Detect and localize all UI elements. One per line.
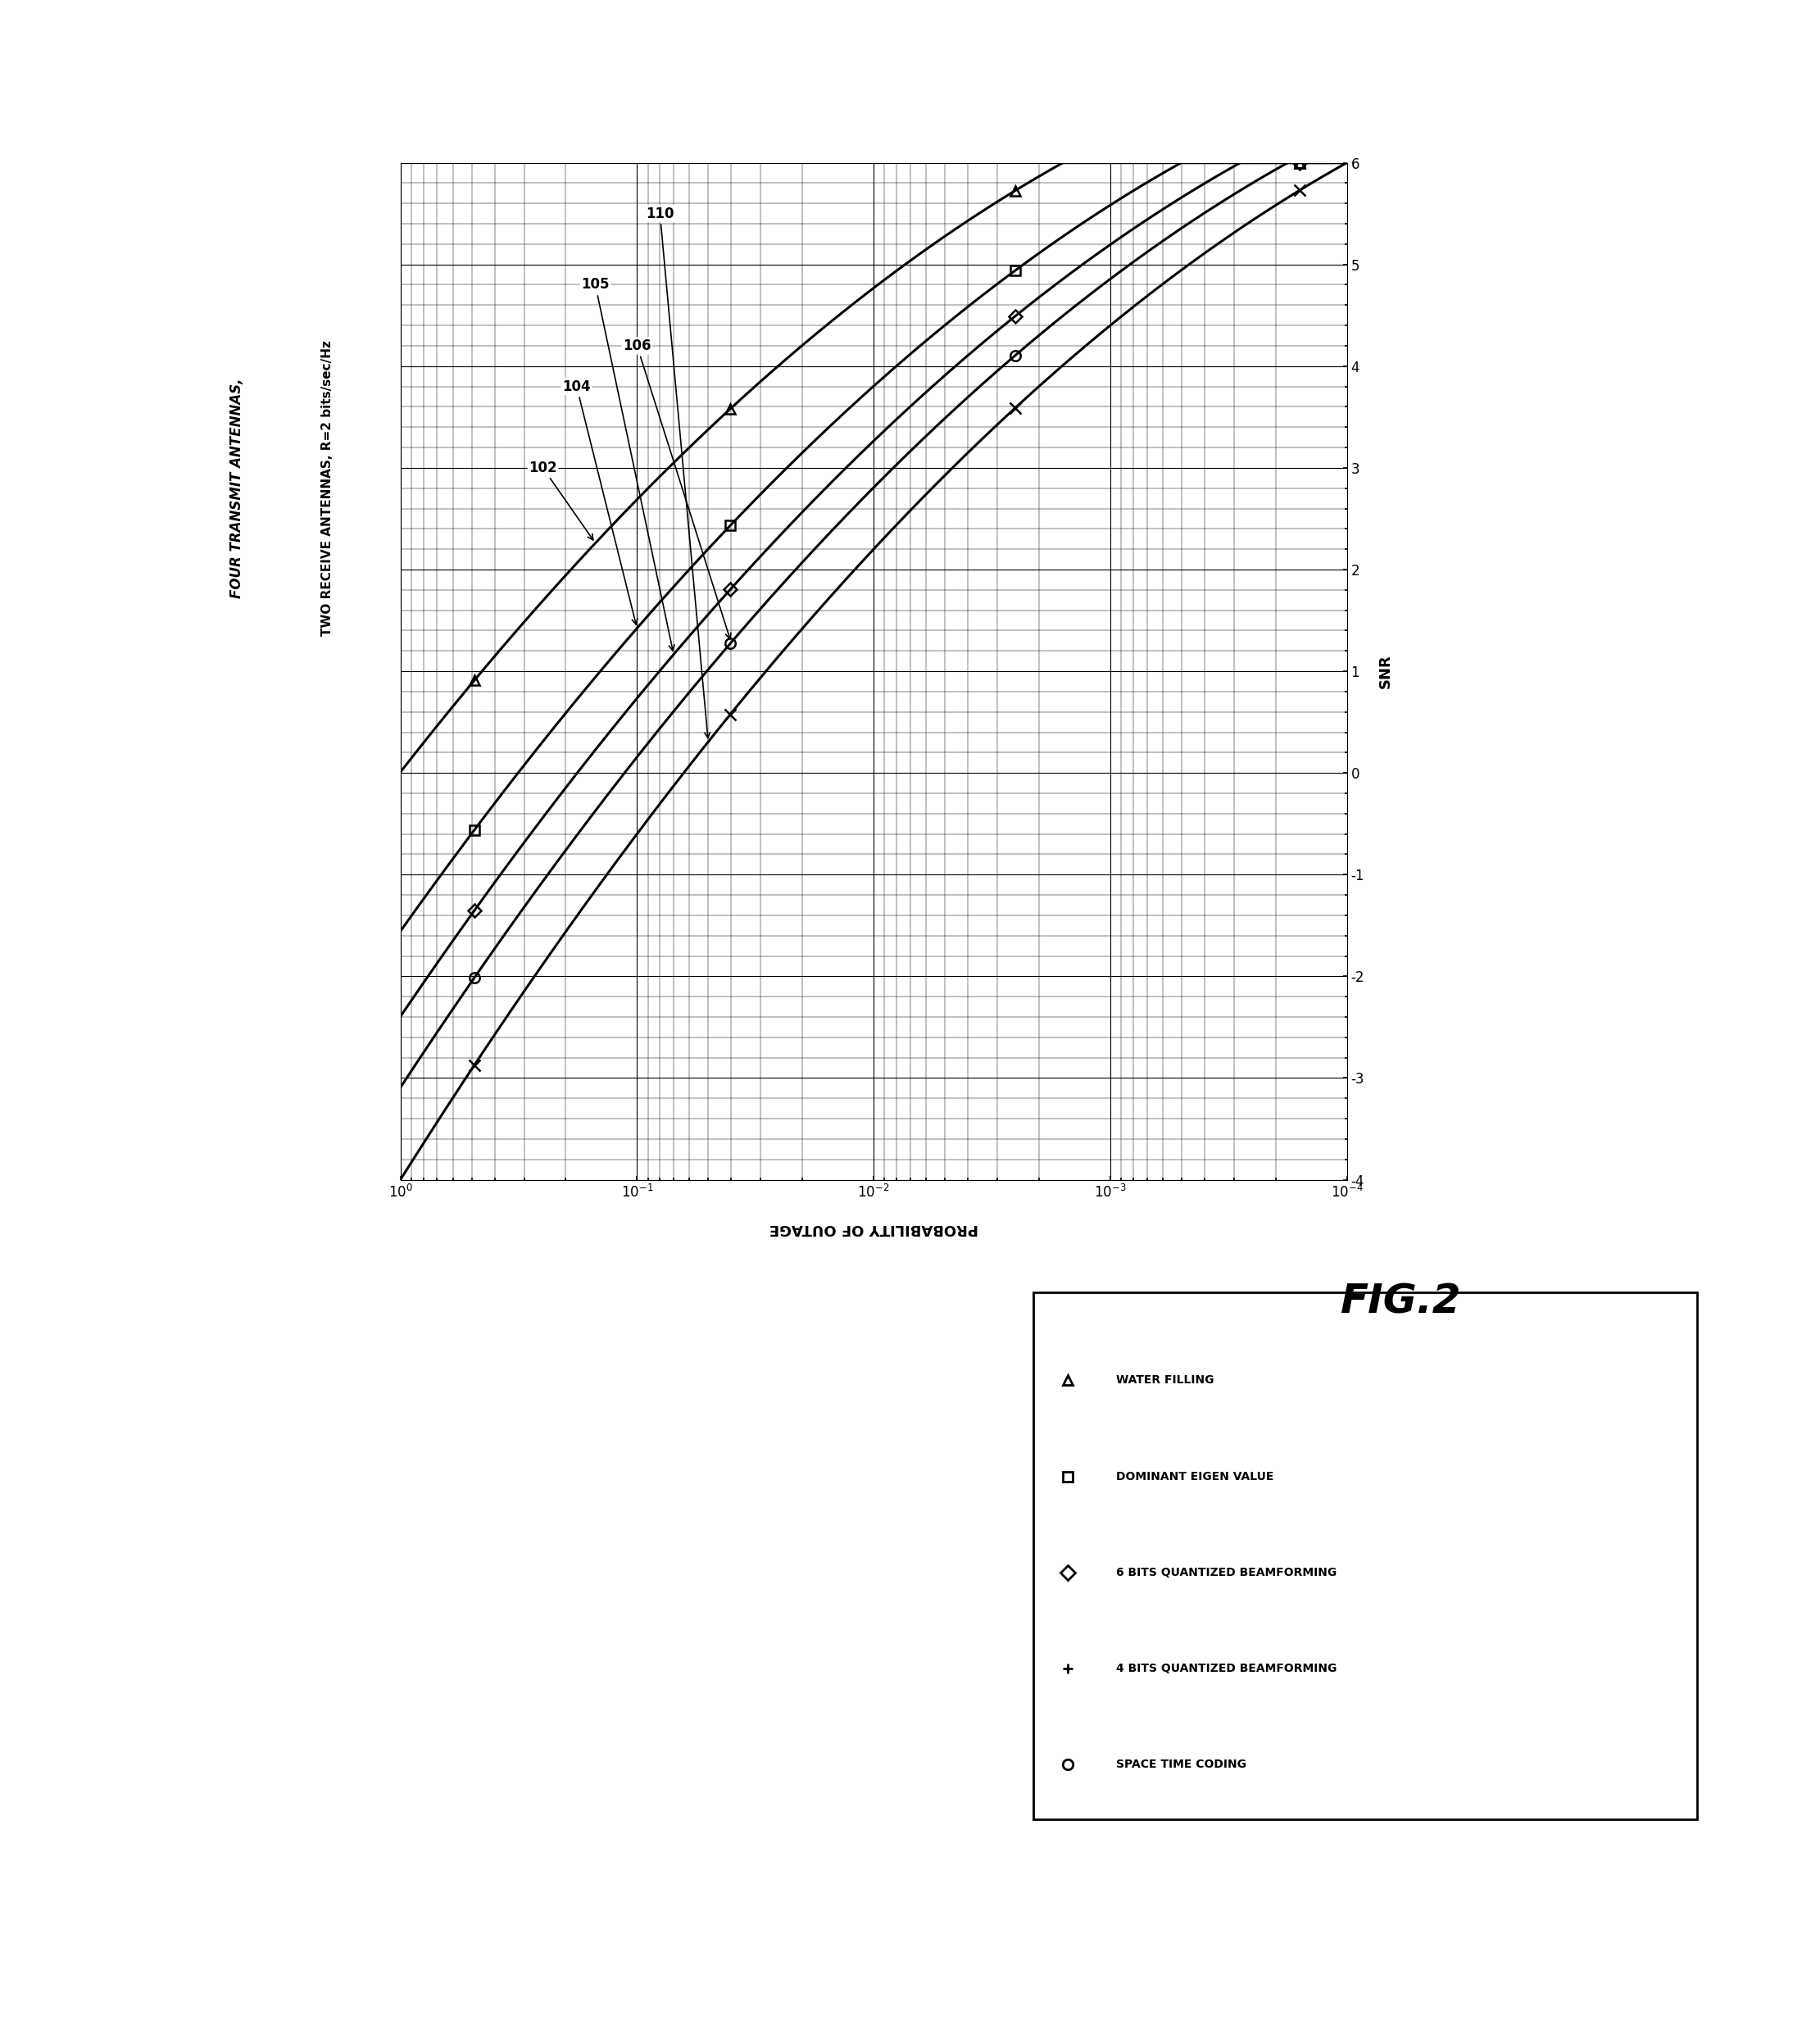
Text: FIG.2: FIG.2 — [1341, 1281, 1461, 1322]
Text: 106: 106 — [622, 338, 732, 639]
Text: 110: 110 — [646, 205, 710, 738]
X-axis label: PROBABILITY OF OUTAGE: PROBABILITY OF OUTAGE — [770, 1220, 977, 1235]
Text: 104: 104 — [562, 378, 637, 624]
Text: 4 BITS QUANTIZED BEAMFORMING: 4 BITS QUANTIZED BEAMFORMING — [1116, 1664, 1336, 1674]
Text: 102: 102 — [528, 460, 593, 539]
Text: WATER FILLING: WATER FILLING — [1116, 1375, 1214, 1385]
Text: DOMINANT EIGEN VALUE: DOMINANT EIGEN VALUE — [1116, 1471, 1274, 1483]
Text: 105: 105 — [581, 277, 675, 651]
Text: 6 BITS QUANTIZED BEAMFORMING: 6 BITS QUANTIZED BEAMFORMING — [1116, 1566, 1336, 1578]
Text: FOUR TRANSMIT ANTENNAS,: FOUR TRANSMIT ANTENNAS, — [229, 378, 244, 598]
Text: SPACE TIME CODING: SPACE TIME CODING — [1116, 1759, 1247, 1770]
Text: TWO RECEIVE ANTENNAS, R=2 bits/sec/Hz: TWO RECEIVE ANTENNAS, R=2 bits/sec/Hz — [322, 340, 333, 637]
Y-axis label: SNR: SNR — [1378, 655, 1392, 687]
